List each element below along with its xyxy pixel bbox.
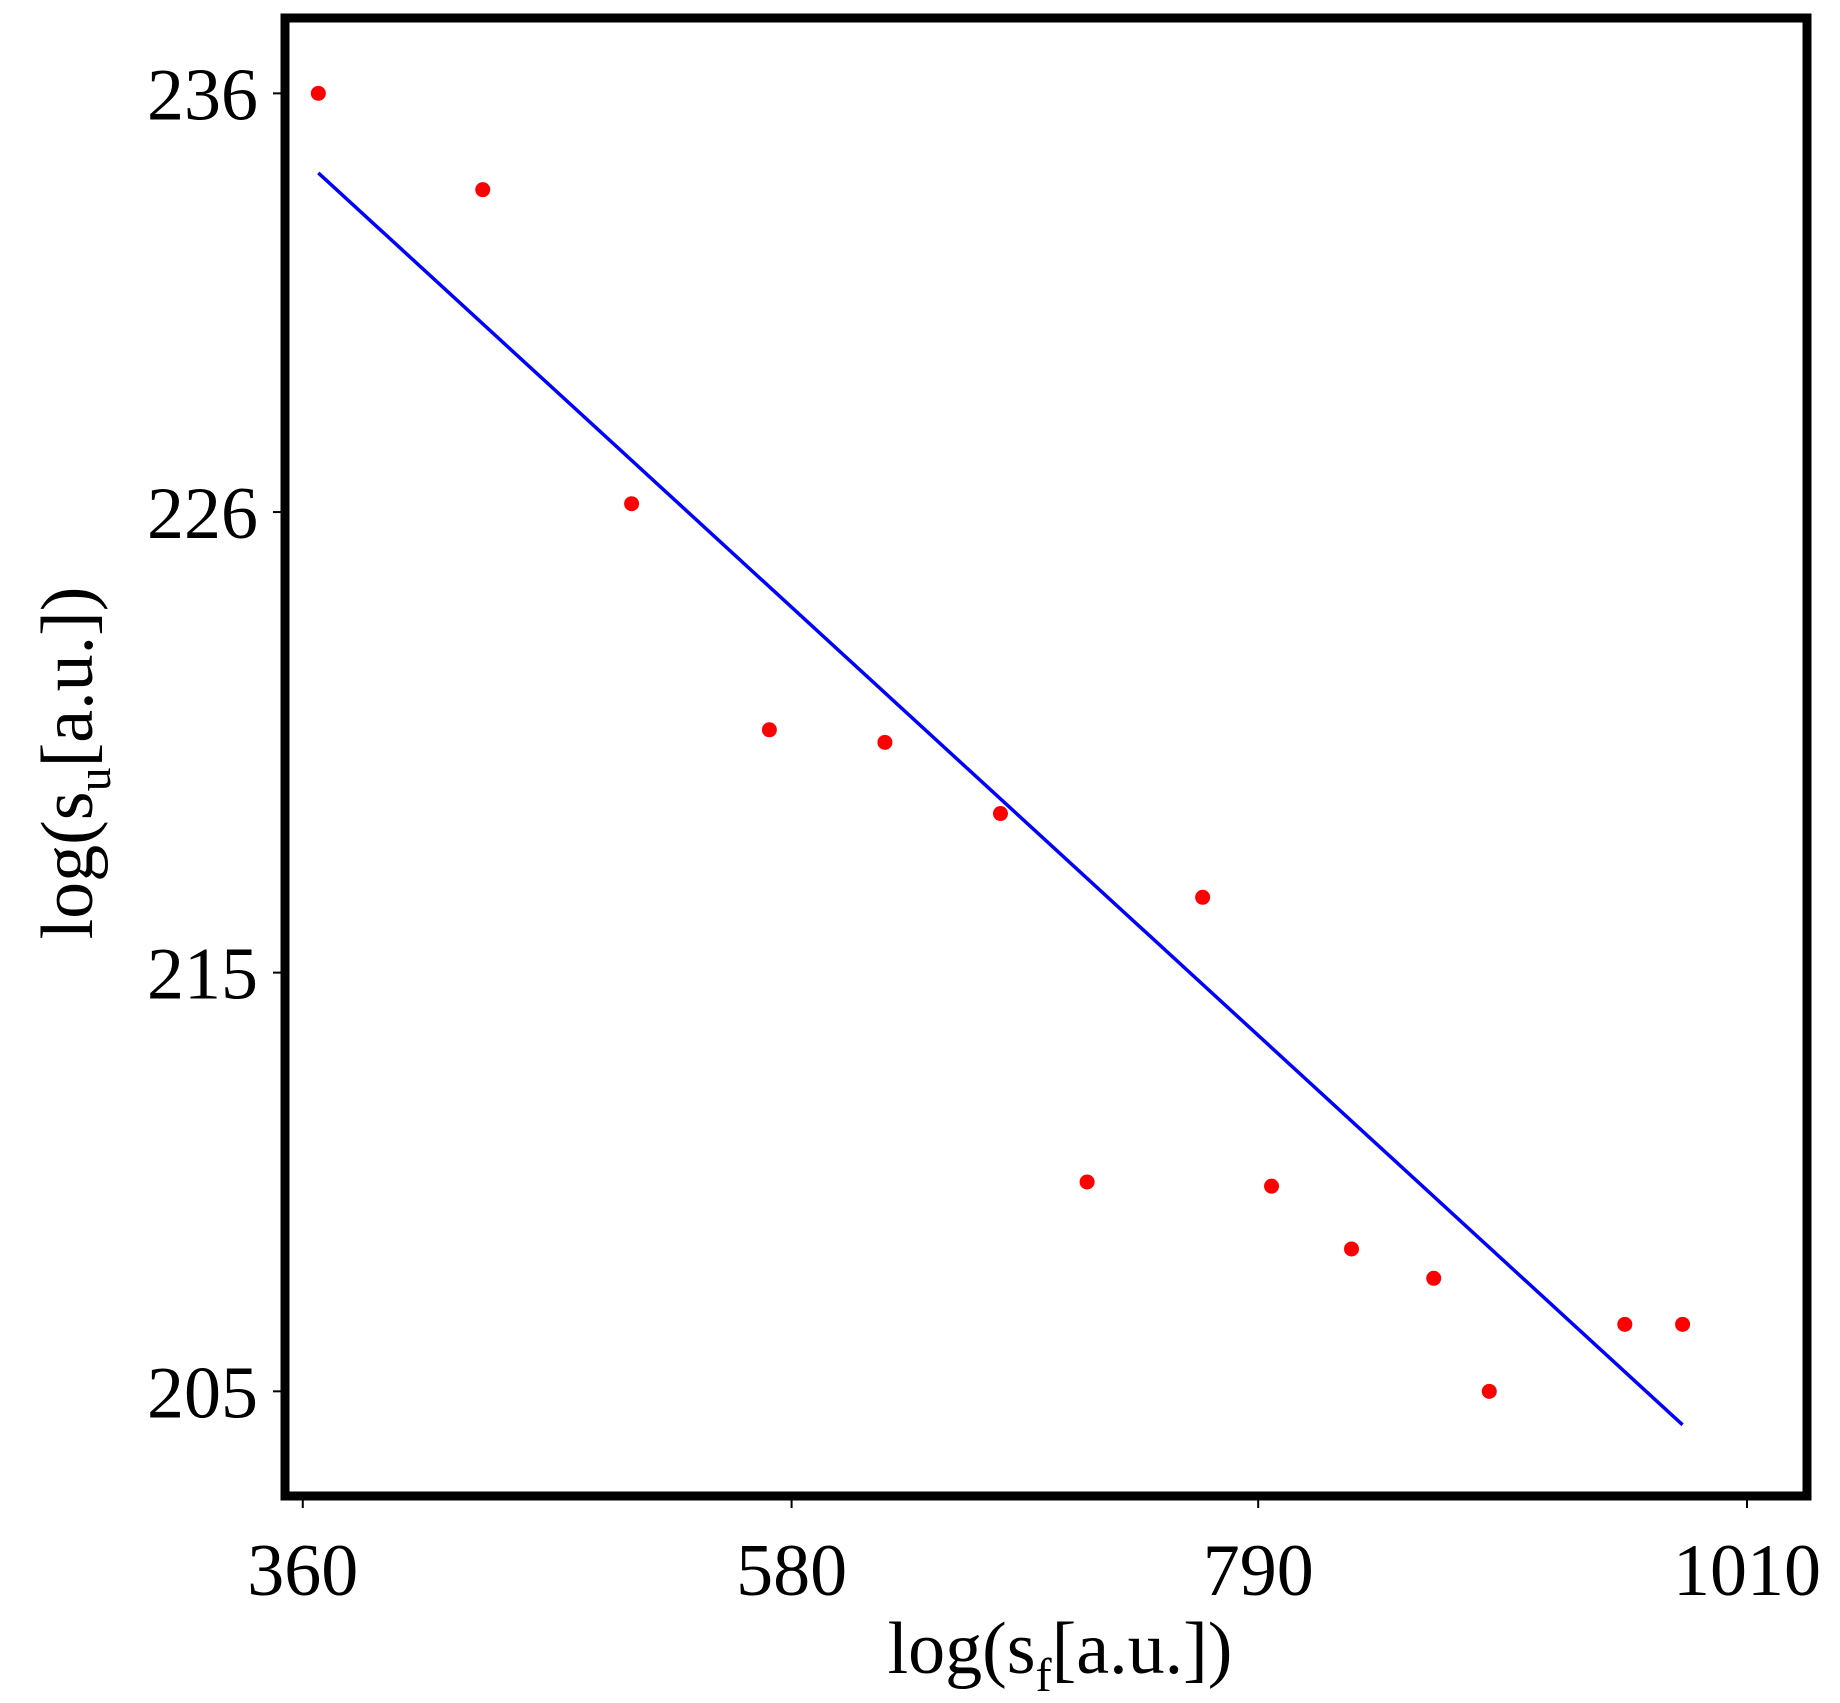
data-point-9 (1264, 1178, 1280, 1194)
y-axis-label-suffix: [a.u.]) (27, 587, 109, 768)
x-tick-label-1010: 1010 (1673, 1530, 1821, 1612)
x-tick-label-360: 360 (247, 1530, 358, 1612)
y-tick-label-205: 205 (147, 1352, 258, 1434)
data-point-13 (1617, 1316, 1633, 1332)
fit-line (317, 171, 1684, 1427)
x-tick-label-790: 790 (1203, 1530, 1314, 1612)
y-tick-label-226: 226 (147, 473, 258, 555)
data-point-8 (1195, 889, 1211, 905)
y-axis-label: log(su[a.u.]) (27, 587, 121, 940)
plot-marks (310, 85, 1691, 1427)
data-point-6 (992, 806, 1008, 822)
y-axis-label-prefix: log(s (27, 791, 109, 939)
x-axis-label-suffix: [a.u.]) (1052, 1608, 1233, 1690)
data-point-4 (761, 722, 777, 738)
data-point-7 (1079, 1174, 1095, 1190)
x-axis-label: log(sf[a.u.]) (888, 1608, 1233, 1702)
x-axis-label-subscript: f (1036, 1649, 1052, 1702)
data-point-12 (1481, 1383, 1497, 1399)
y-axis-label-subscript: u (68, 767, 121, 791)
data-point-1 (310, 85, 326, 101)
data-point-11 (1426, 1270, 1442, 1286)
plot-frame (280, 13, 1812, 1501)
y-tick-label-236: 236 (147, 54, 258, 136)
y-tick-label-215: 215 (147, 934, 258, 1016)
x-tick-label-580: 580 (736, 1530, 847, 1612)
x-axis-label-prefix: log(s (888, 1608, 1036, 1690)
data-point-2 (475, 182, 491, 198)
data-point-5 (877, 734, 893, 750)
data-point-10 (1344, 1241, 1360, 1257)
axis-ticks: 360 580 790 1010 236 226 215 205 (147, 54, 1821, 1612)
data-point-14 (1675, 1316, 1691, 1332)
data-point-3 (624, 496, 640, 512)
